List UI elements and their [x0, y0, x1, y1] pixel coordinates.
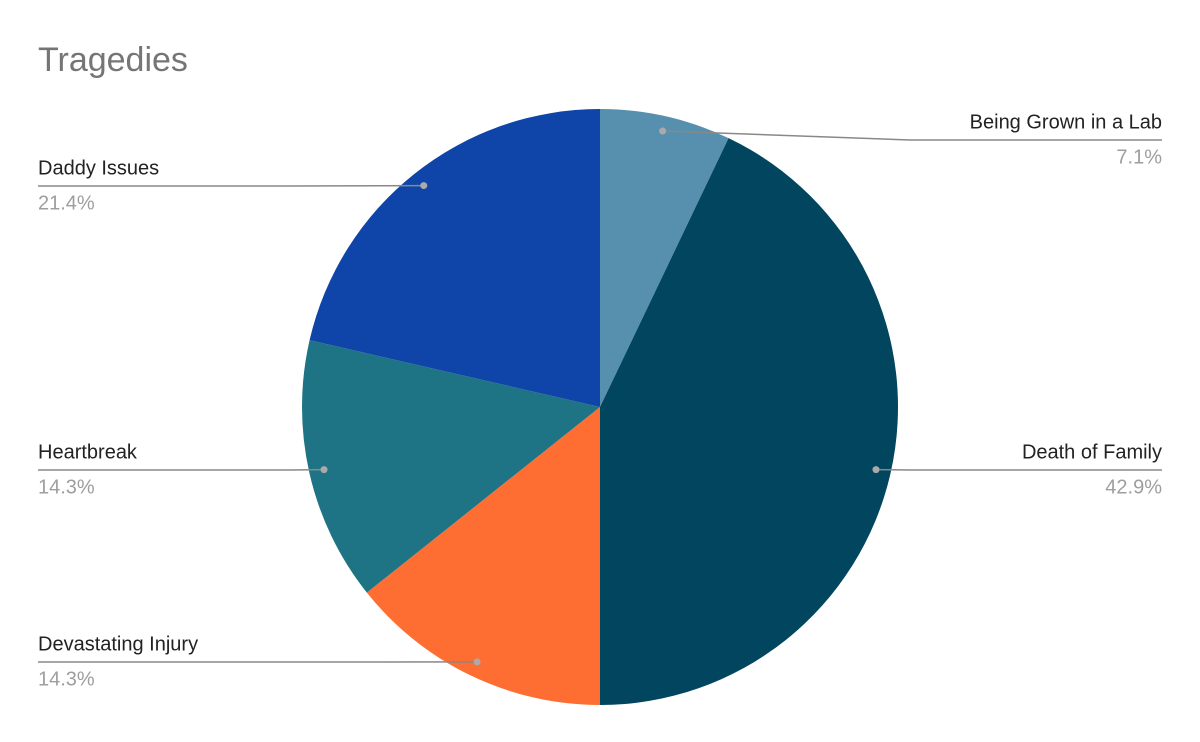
- leader-dot: [473, 658, 481, 666]
- pie-slice: [366, 407, 600, 705]
- leader-line: [662, 130, 1162, 141]
- slice-value-label: 14.3%: [38, 476, 95, 498]
- slice-label: Devastating Injury: [38, 633, 198, 655]
- slice-label: Death of Family: [1022, 441, 1162, 463]
- pie-slice: [302, 340, 600, 593]
- slice-value-label: 21.4%: [38, 192, 95, 214]
- pie-slice: [600, 138, 898, 706]
- slice-label: Heartbreak: [38, 441, 138, 463]
- slice-value-label: 14.3%: [38, 668, 95, 690]
- slice-value-label: 42.9%: [1105, 476, 1162, 498]
- slice-label: Daddy Issues: [38, 157, 159, 179]
- leader-dot: [420, 182, 428, 190]
- slice-label: Being Grown in a Lab: [970, 111, 1162, 133]
- slice-value-label: 7.1%: [1116, 146, 1162, 168]
- pie-slice: [309, 109, 600, 407]
- leader-dot: [872, 466, 880, 474]
- leader-dot: [659, 127, 667, 135]
- chart-title: Tragedies: [38, 41, 188, 79]
- pie-slice: [600, 109, 729, 407]
- leader-dot: [320, 466, 328, 474]
